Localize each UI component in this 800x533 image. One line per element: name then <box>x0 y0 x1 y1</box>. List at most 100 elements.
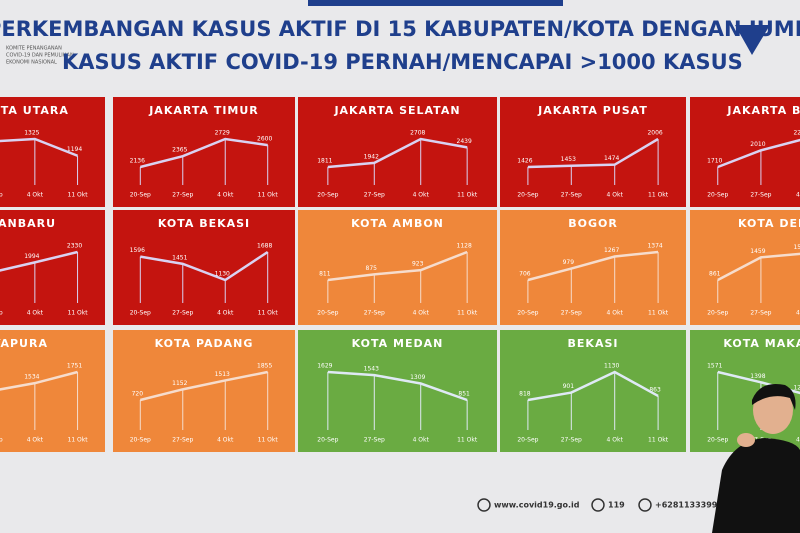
panel: PEKANBARU142120-Sep167127-Sep19944 Okt23… <box>0 210 105 325</box>
trend-line <box>0 250 78 272</box>
panel-background <box>690 97 800 207</box>
hotline: 119 <box>608 501 625 510</box>
x-tick-label: 20-Sep <box>130 192 151 199</box>
trend-line <box>0 137 79 157</box>
value-label: 1194 <box>67 146 82 153</box>
panel: KOTA MEDAN 1629 20-Sep 1543 27-Sep 1309 4 Okt 8… <box>298 330 497 452</box>
value-label: 1571 <box>707 363 722 370</box>
value-label: 1128 <box>457 243 472 250</box>
panel: KOTA PADANG 720 20-Sep 1152 27-Sep 1513 4 Okt 1… <box>113 330 295 452</box>
value-label: 1130 <box>604 363 619 370</box>
x-tick-label: 20-Sep <box>130 437 151 444</box>
panel-title: JAYAPURA <box>0 337 48 350</box>
value-label: 1398 <box>750 373 765 380</box>
value-label: 706 <box>519 271 531 278</box>
x-tick-label: 27-Sep <box>561 310 582 317</box>
x-tick-label: 4 Okt <box>796 437 800 444</box>
x-tick-label: 4 Okt <box>217 310 234 317</box>
x-tick-label: 11 Okt <box>258 192 279 199</box>
x-tick-label: 27-Sep <box>0 437 3 444</box>
value-label: 923 <box>412 261 424 268</box>
interpreter-hand <box>737 433 755 447</box>
trend-line <box>717 138 800 169</box>
x-tick-label: 11 Okt <box>648 310 669 317</box>
value-label: 811 <box>319 271 331 278</box>
value-label: 851 <box>458 391 470 398</box>
value-label: 1374 <box>647 243 662 250</box>
value-label: 2010 <box>750 141 765 148</box>
x-tick-label: 4 Okt <box>413 437 430 444</box>
value-label: 2708 <box>410 130 425 137</box>
value-label: 901 <box>563 383 575 390</box>
value-label: 2006 <box>647 130 662 137</box>
trend-line <box>139 370 268 402</box>
panel-title: KOTA AMBON <box>351 217 444 230</box>
logo-text: KOMITE PENANGANAN <box>6 46 62 52</box>
x-tick-label: 27-Sep <box>0 310 3 317</box>
panel-title: KOTA MEDAN <box>352 337 444 350</box>
x-tick-label: 4 Okt <box>607 310 624 317</box>
x-tick-label: 20-Sep <box>317 437 338 444</box>
x-tick-label: 20-Sep <box>517 192 538 199</box>
panel-title: KOTA PADANG <box>155 337 254 350</box>
value-label: 2136 <box>130 158 145 165</box>
value-label: 1560 <box>793 244 800 251</box>
value-label: 818 <box>519 391 531 398</box>
x-tick-label: 11 Okt <box>648 192 669 199</box>
x-tick-label: 27-Sep <box>364 192 385 199</box>
panel-background <box>500 210 686 325</box>
x-tick-label: 11 Okt <box>68 437 89 444</box>
trend-line <box>140 250 269 282</box>
x-tick-label: 11 Okt <box>258 310 279 317</box>
x-tick-label: 20-Sep <box>517 310 538 317</box>
panel-background <box>298 330 497 452</box>
x-tick-label: 27-Sep <box>561 437 582 444</box>
x-tick-label: 11 Okt <box>457 437 478 444</box>
panel: JAKARTA SELATAN 1811 20-Sep 1942 27-Sep 2708 4… <box>298 97 497 207</box>
footer: www.covid19.go.id 119 +6281133399000 <box>477 498 735 512</box>
value-label: 2330 <box>67 243 82 250</box>
value-label: 1811 <box>317 158 332 165</box>
x-tick-label: 20-Sep <box>130 310 151 317</box>
trend-line <box>139 137 268 169</box>
trend-line <box>327 370 468 402</box>
panel-background <box>113 97 295 207</box>
panel-background <box>500 330 686 452</box>
panel-title: BOGOR <box>568 217 618 230</box>
x-tick-label: 11 Okt <box>68 192 89 199</box>
phone-icon <box>591 498 605 512</box>
panel-background <box>113 330 295 452</box>
x-tick-label: 4 Okt <box>27 192 44 199</box>
value-label: 720 <box>132 391 144 398</box>
panel-title: KOTA BEKASI <box>158 217 250 230</box>
x-tick-label: 4 Okt <box>607 437 624 444</box>
logo-text: EKONOMI NASIONAL <box>6 60 57 66</box>
value-label: 1513 <box>215 371 230 378</box>
trend-line <box>327 250 468 282</box>
x-tick-label: 11 Okt <box>457 192 478 199</box>
panel: JAYAPURA120620-Sep138427-Sep15344 Okt175… <box>0 330 105 452</box>
value-label: 1543 <box>364 366 379 373</box>
x-tick-label: 11 Okt <box>68 310 89 317</box>
value-label: 863 <box>649 386 661 393</box>
value-label: 2729 <box>215 130 230 137</box>
x-tick-label: 4 Okt <box>796 192 800 199</box>
trend-line <box>0 370 78 391</box>
value-label: 1309 <box>410 374 425 381</box>
value-label: 875 <box>366 265 378 272</box>
value-label: 1325 <box>24 130 39 137</box>
panel-title: BEKASI <box>568 337 619 350</box>
value-label: 1152 <box>172 380 187 387</box>
x-tick-label: 20-Sep <box>517 437 538 444</box>
value-label: 1751 <box>67 363 82 370</box>
x-tick-label: 20-Sep <box>707 310 728 317</box>
x-tick-label: 27-Sep <box>750 192 771 199</box>
panel: KOTA AMBON 811 20-Sep 875 27-Sep 923 4 Okt 1128… <box>298 210 497 325</box>
trend-line <box>717 252 800 282</box>
x-tick-label: 27-Sep <box>172 192 193 199</box>
panel: BEKASI 818 20-Sep 901 27-Sep 1130 4 Okt 863 11 O… <box>500 330 686 452</box>
logo-text: COVID-19 DAN PEMULIHAN <box>6 53 74 59</box>
trend-line <box>527 250 659 282</box>
value-label: 1688 <box>257 243 272 250</box>
x-tick-label: 4 Okt <box>413 192 430 199</box>
